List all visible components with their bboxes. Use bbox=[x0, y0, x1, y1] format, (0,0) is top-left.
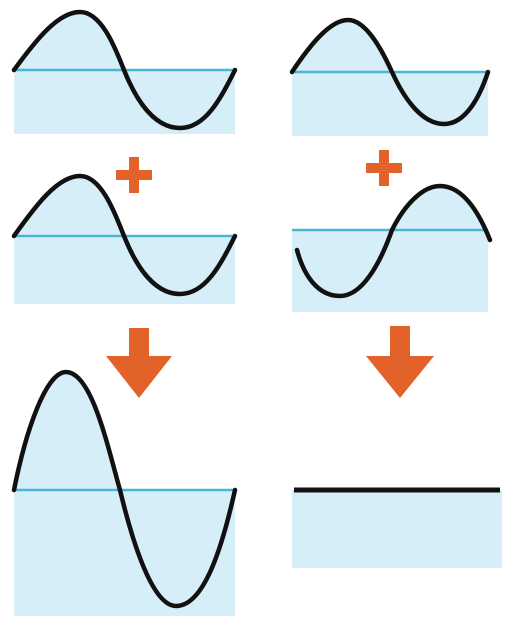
sine-wave-line bbox=[11, 173, 238, 297]
sine-wave-line bbox=[289, 17, 491, 127]
left-result-panel bbox=[11, 369, 238, 616]
left-wave-panel-2 bbox=[11, 173, 238, 304]
left-wave-panel-1 bbox=[11, 9, 238, 134]
down-arrow-icon bbox=[106, 328, 172, 398]
down-arrow-shaft bbox=[129, 328, 149, 356]
down-arrow-head bbox=[366, 356, 434, 398]
plus-icon bbox=[366, 150, 402, 186]
plus-icon bbox=[116, 157, 152, 193]
right-wave-panel-2 bbox=[292, 183, 493, 312]
down-arrow-shaft bbox=[390, 326, 410, 356]
sine-wave-line bbox=[11, 9, 238, 131]
wave-fill bbox=[14, 12, 124, 70]
wave-area bbox=[292, 230, 488, 312]
plus-icon-vertical bbox=[129, 157, 139, 193]
wave-fill bbox=[14, 176, 124, 236]
constructive-column bbox=[11, 9, 238, 616]
destructive-column bbox=[289, 17, 502, 568]
right-result-panel bbox=[292, 487, 502, 568]
right-wave-panel-1 bbox=[289, 17, 491, 136]
wave-area bbox=[14, 236, 235, 304]
sine-wave-line bbox=[11, 369, 238, 609]
wave-area bbox=[292, 490, 502, 568]
inverted-sine-wave-line bbox=[294, 183, 493, 299]
wave-area bbox=[292, 72, 488, 136]
down-arrow-icon bbox=[366, 326, 434, 398]
plus-icon-vertical bbox=[379, 150, 389, 186]
down-arrow-head bbox=[106, 356, 172, 398]
wave-area bbox=[14, 70, 235, 134]
